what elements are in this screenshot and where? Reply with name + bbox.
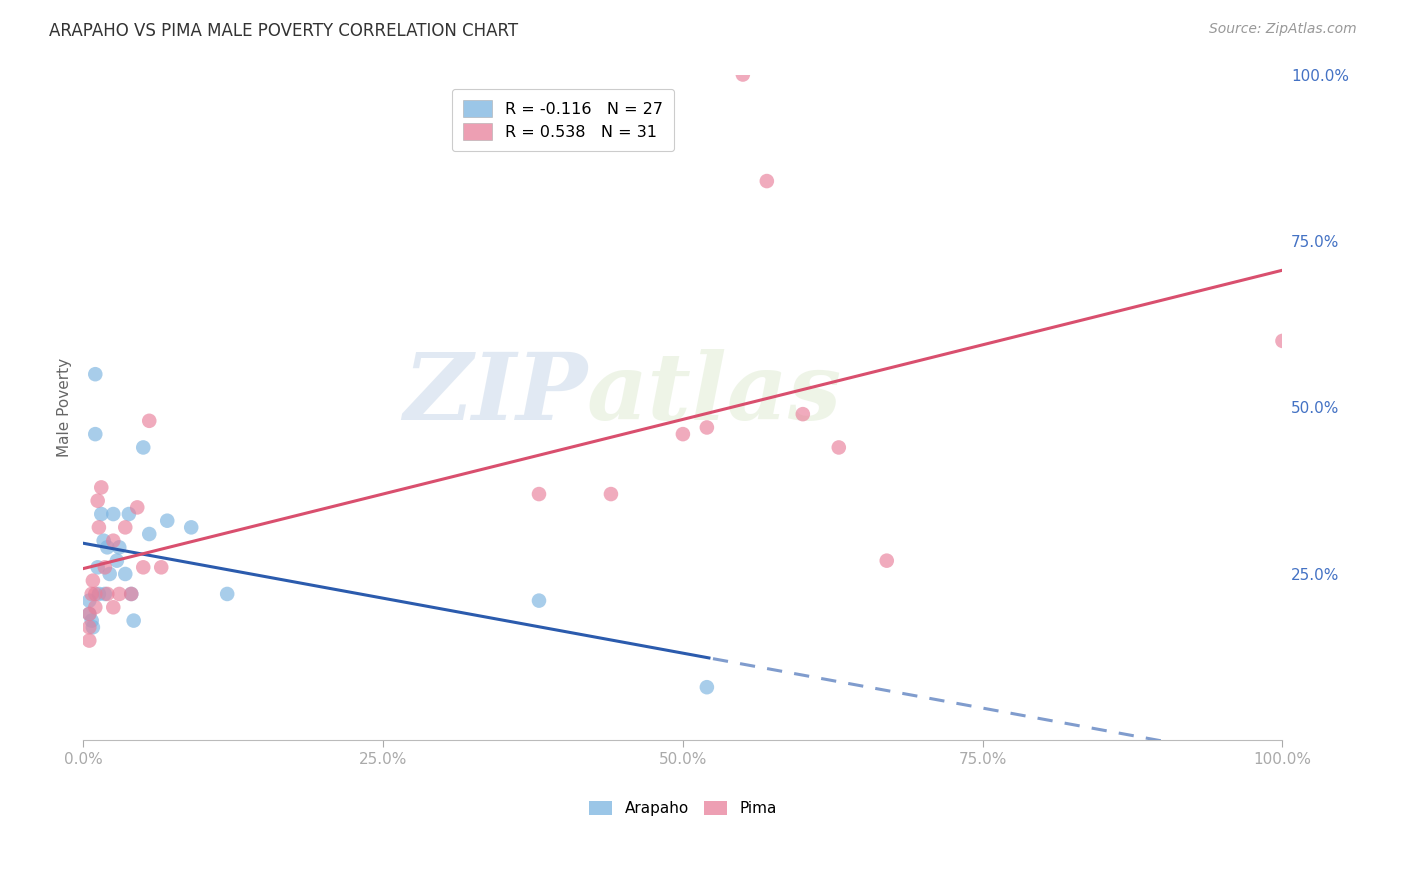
Point — [94, 587, 117, 601]
Point — [114, 520, 136, 534]
Point — [96, 587, 118, 601]
Point — [79, 593, 101, 607]
Point — [527, 593, 550, 607]
Point — [84, 600, 107, 615]
Point — [132, 441, 155, 455]
Text: atlas: atlas — [586, 349, 842, 439]
Point — [98, 566, 121, 581]
Point — [94, 560, 117, 574]
Point — [84, 368, 107, 382]
Point — [120, 587, 142, 601]
Point — [79, 607, 101, 621]
Point — [118, 507, 141, 521]
Point — [217, 587, 239, 601]
Point — [103, 600, 125, 615]
Point — [180, 520, 202, 534]
Point — [105, 554, 128, 568]
Point — [132, 560, 155, 574]
Point — [80, 587, 103, 601]
Point — [127, 500, 149, 515]
Point — [87, 520, 110, 534]
Text: ZIP: ZIP — [402, 349, 586, 439]
Point — [527, 487, 550, 501]
Point — [103, 507, 125, 521]
Point — [79, 620, 101, 634]
Point — [731, 68, 754, 82]
Point — [150, 560, 173, 574]
Point — [876, 554, 898, 568]
Point — [828, 441, 851, 455]
Point — [696, 420, 718, 434]
Point — [138, 527, 160, 541]
Point — [79, 607, 101, 621]
Point — [1271, 334, 1294, 348]
Point — [96, 541, 118, 555]
Point — [755, 174, 778, 188]
Point — [114, 566, 136, 581]
Point — [696, 680, 718, 694]
Text: Source: ZipAtlas.com: Source: ZipAtlas.com — [1209, 22, 1357, 37]
Point — [90, 480, 112, 494]
Y-axis label: Male Poverty: Male Poverty — [58, 358, 72, 457]
Point — [82, 620, 104, 634]
Point — [120, 587, 142, 601]
Point — [79, 633, 101, 648]
Point — [108, 587, 131, 601]
Point — [86, 493, 108, 508]
Point — [82, 574, 104, 588]
Point — [87, 587, 110, 601]
Point — [86, 560, 108, 574]
Point — [138, 414, 160, 428]
Point — [103, 533, 125, 548]
Point — [672, 427, 695, 442]
Point — [792, 407, 814, 421]
Point — [93, 533, 115, 548]
Point — [90, 507, 112, 521]
Point — [600, 487, 623, 501]
Legend: Arapaho, Pima: Arapaho, Pima — [583, 795, 783, 822]
Point — [80, 614, 103, 628]
Point — [108, 541, 131, 555]
Point — [156, 514, 179, 528]
Text: ARAPAHO VS PIMA MALE POVERTY CORRELATION CHART: ARAPAHO VS PIMA MALE POVERTY CORRELATION… — [49, 22, 519, 40]
Point — [84, 587, 107, 601]
Point — [122, 614, 145, 628]
Point — [84, 427, 107, 442]
